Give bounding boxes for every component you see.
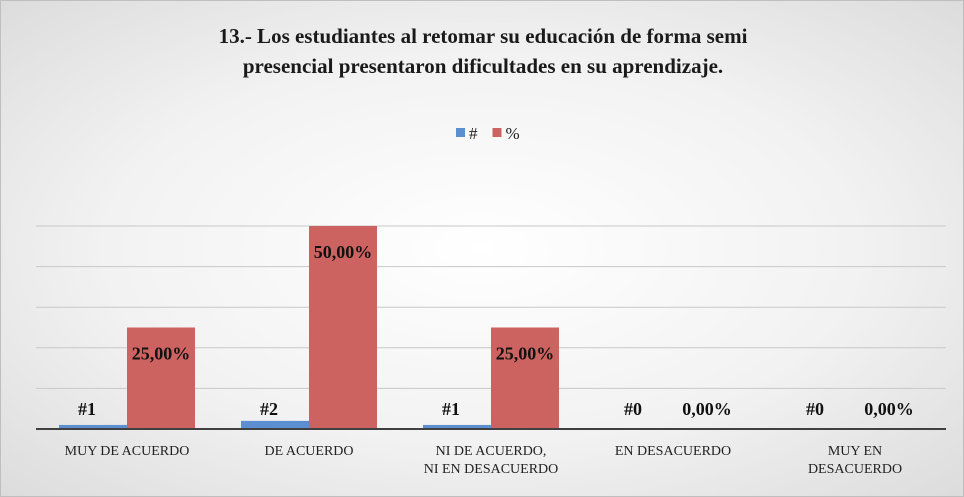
bar — [127, 327, 195, 429]
x-tick-label: MUY DE ACUERDO — [64, 444, 190, 459]
bar — [423, 424, 491, 429]
bar — [59, 424, 127, 429]
data-label: 25,00% — [496, 344, 555, 364]
data-label: #0 — [806, 399, 824, 419]
x-tick-label: MUY EN DESACUERDO — [807, 444, 903, 477]
data-label: 25,00% — [132, 344, 191, 364]
x-tick-label: DE ACUERDO — [264, 444, 354, 459]
data-label: #0 — [624, 399, 642, 419]
legend-swatch — [492, 128, 502, 137]
data-label: #1 — [442, 399, 460, 419]
data-label: 50,00% — [314, 242, 373, 262]
x-tick-label: EN DESACUERDO — [614, 444, 732, 459]
bar — [241, 420, 309, 429]
data-label: 0,00% — [682, 399, 732, 419]
legend-label: % — [506, 124, 520, 143]
bar — [309, 226, 377, 429]
data-label: #2 — [260, 399, 278, 419]
legend-swatch — [456, 128, 465, 137]
chart-title: 13.- Los estudiantes al retomar su educa… — [218, 24, 748, 78]
legend-label: # — [469, 124, 478, 143]
data-label: #1 — [78, 399, 96, 419]
data-label: 0,00% — [864, 399, 914, 419]
bar — [491, 327, 559, 429]
x-tick-label: NI DE ACUERDO, NI EN DESACUERDO — [423, 444, 559, 477]
